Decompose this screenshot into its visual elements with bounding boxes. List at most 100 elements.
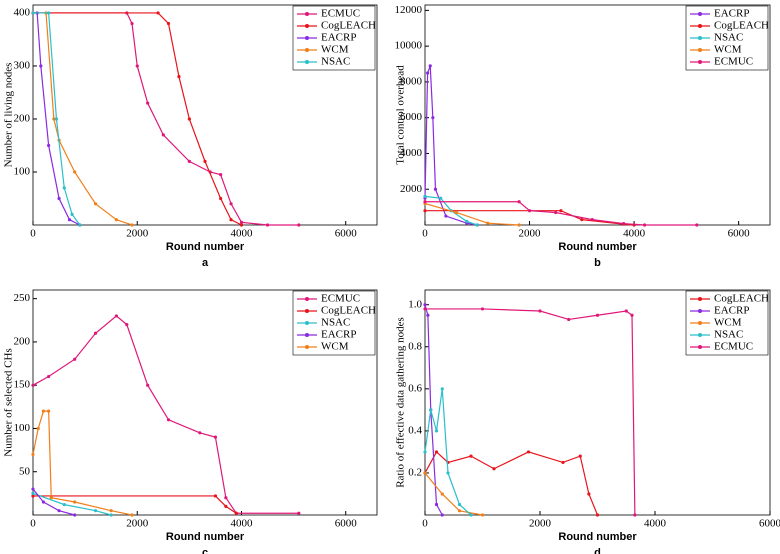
point — [135, 64, 139, 68]
point — [480, 307, 485, 311]
legend-marker — [305, 333, 309, 337]
legend-label: EACRP — [321, 329, 356, 341]
y-tick-label: 400 — [14, 6, 31, 18]
point — [630, 313, 634, 317]
panel-label: d — [594, 547, 601, 554]
legend-label: WCM — [714, 317, 742, 329]
plot-frame — [32, 4, 378, 226]
y-tick-label: 0.8 — [408, 340, 422, 352]
series-line — [33, 12, 81, 226]
point — [156, 11, 160, 15]
point — [213, 435, 218, 439]
series-line — [425, 308, 636, 516]
legend-label: EACRP — [321, 32, 356, 44]
point — [67, 218, 72, 222]
point — [423, 194, 427, 198]
x-axis-label: Round number — [558, 241, 637, 253]
point — [517, 223, 521, 227]
y-tick-label: 200 — [14, 113, 31, 125]
x-tick-label: 6000 — [759, 518, 780, 530]
point — [47, 11, 51, 15]
y-tick-label: 0.4 — [408, 424, 422, 436]
point — [239, 223, 244, 227]
legend-label: WCM — [321, 341, 349, 353]
legend-label: WCM — [321, 44, 349, 56]
point — [561, 460, 565, 465]
y-tick-label: 1.0 — [408, 298, 422, 310]
point — [454, 210, 458, 215]
plot-frame — [424, 4, 771, 226]
point — [219, 196, 223, 201]
y-tick-label: 12000 — [395, 4, 423, 16]
legend-label: CogLEACH — [321, 20, 376, 32]
point — [567, 317, 571, 322]
point — [161, 133, 165, 137]
plot-frame — [32, 289, 378, 516]
point — [580, 218, 584, 222]
y-tick-label: 0.6 — [408, 382, 422, 394]
x-axis-label: Round number — [166, 531, 245, 543]
point — [130, 21, 134, 26]
point — [265, 223, 270, 227]
point — [39, 64, 43, 68]
legend-label: ECMUC — [321, 8, 360, 20]
point — [31, 491, 35, 495]
point — [423, 200, 427, 204]
point — [423, 450, 427, 454]
point — [440, 492, 444, 496]
legend-label: ECMUC — [321, 293, 360, 305]
point — [554, 210, 558, 215]
legend-marker — [698, 36, 702, 40]
x-tick-label: 4000 — [230, 518, 253, 530]
series-line — [424, 65, 478, 226]
point — [444, 214, 448, 218]
point — [440, 387, 444, 391]
point — [439, 196, 443, 200]
point — [480, 513, 485, 517]
x-tick-label: 0 — [422, 518, 428, 530]
point — [213, 494, 218, 498]
point — [203, 159, 207, 163]
point — [538, 309, 542, 313]
point — [224, 504, 228, 508]
x-tick-label: 6000 — [335, 518, 358, 530]
legend-label: WCM — [714, 44, 742, 56]
point — [41, 500, 46, 504]
x-tick-label: 0 — [30, 518, 36, 530]
legend-marker — [305, 12, 309, 16]
series-line — [32, 410, 133, 516]
legend-marker — [698, 333, 702, 337]
point — [239, 220, 244, 224]
point — [36, 426, 40, 431]
y-tick-label: 0.2 — [408, 466, 422, 478]
point — [31, 383, 35, 387]
point — [475, 223, 479, 227]
legend-marker — [305, 24, 309, 28]
point — [526, 450, 531, 454]
x-tick-label: 4000 — [644, 518, 667, 530]
y-tick-label: 150 — [14, 379, 31, 391]
point — [527, 209, 532, 213]
series-line — [32, 315, 299, 514]
point — [457, 502, 462, 507]
point — [695, 223, 699, 227]
point — [492, 467, 496, 471]
point — [109, 509, 113, 513]
point — [146, 101, 150, 105]
legend-marker — [305, 297, 309, 301]
point — [177, 74, 181, 79]
y-tick-label: 100 — [14, 166, 31, 178]
point — [224, 496, 228, 500]
legend-label: NSAC — [321, 317, 350, 329]
x-tick-label: 0 — [422, 228, 428, 240]
point — [73, 357, 77, 361]
point — [429, 408, 433, 412]
legend-marker — [305, 48, 309, 52]
point — [187, 117, 191, 121]
point — [114, 218, 118, 222]
point — [187, 159, 191, 163]
series-line — [424, 388, 472, 516]
panel-label: c — [202, 547, 208, 554]
point — [49, 496, 53, 500]
